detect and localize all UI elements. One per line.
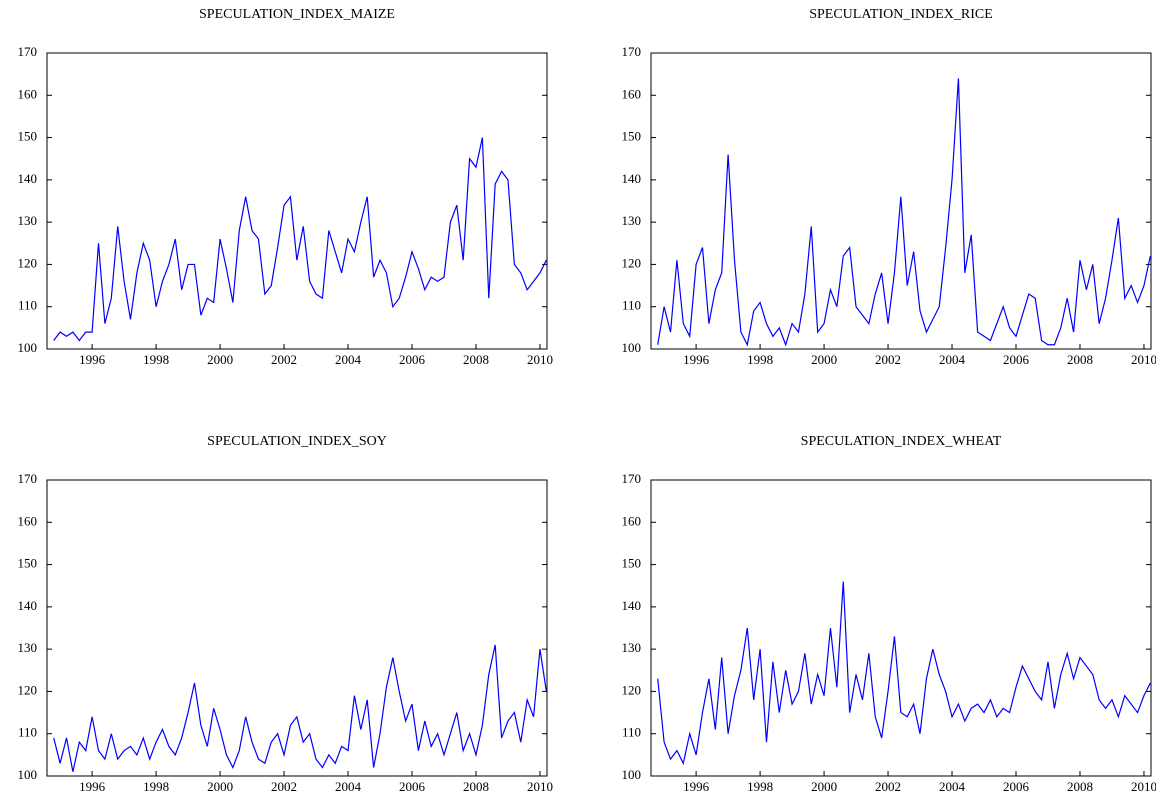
y-tick-label: 160 [18,86,38,101]
y-tick-label: 130 [18,640,38,655]
x-tick-label: 1996 [683,352,710,367]
chart-title: SPECULATION_INDEX_RICE [809,7,993,22]
x-tick-label: 1998 [143,352,169,367]
y-tick-label: 150 [18,129,38,144]
y-tick-label: 140 [622,598,642,613]
chart-title: SPECULATION_INDEX_MAIZE [199,7,395,22]
y-tick-label: 130 [622,213,642,228]
x-tick-label: 2010 [1131,779,1156,794]
y-tick-label: 160 [622,513,642,528]
y-tick-label: 110 [18,725,37,740]
y-tick-label: 100 [18,767,38,782]
y-tick-label: 170 [18,44,38,59]
x-tick-label: 2006 [399,779,426,794]
x-tick-label: 2004 [939,779,966,794]
x-tick-label: 2008 [1067,779,1093,794]
y-tick-label: 110 [18,298,37,313]
x-tick-label: 2002 [271,352,297,367]
x-tick-label: 2004 [939,352,966,367]
x-tick-label: 1996 [79,779,106,794]
y-tick-label: 130 [18,213,38,228]
x-tick-label: 1998 [143,779,169,794]
plot-frame [650,479,1152,777]
x-tick-label: 2004 [335,352,362,367]
x-tick-label: 1996 [79,352,106,367]
y-tick-label: 170 [18,471,38,486]
y-tick-label: 120 [622,255,642,270]
y-tick-label: 140 [622,171,642,186]
y-tick-label: 100 [622,340,642,355]
y-tick-label: 130 [622,640,642,655]
y-tick-label: 120 [18,682,38,697]
y-tick-label: 170 [622,44,642,59]
x-tick-label: 2008 [463,352,489,367]
y-tick-label: 120 [622,682,642,697]
y-tick-label: 170 [622,471,642,486]
series-line [53,137,547,342]
x-tick-label: 2002 [271,779,297,794]
y-tick-label: 160 [18,513,38,528]
y-tick-label: 140 [18,598,38,613]
series-line [657,581,1151,766]
x-tick-label: 2000 [207,779,233,794]
x-tick-label: 2002 [875,352,901,367]
chart-title: SPECULATION_INDEX_WHEAT [801,434,1002,449]
chart-title: SPECULATION_INDEX_SOY [207,434,387,449]
x-tick-label: 2006 [1003,779,1030,794]
y-tick-label: 100 [622,767,642,782]
x-tick-label: 2010 [527,352,553,367]
y-tick-label: 150 [622,556,642,571]
x-tick-label: 2010 [527,779,553,794]
y-tick-label: 150 [622,129,642,144]
y-tick-label: 110 [622,725,641,740]
y-tick-label: 150 [18,556,38,571]
y-tick-label: 140 [18,171,38,186]
x-tick-label: 2008 [463,779,489,794]
x-tick-label: 1996 [683,779,710,794]
y-tick-label: 120 [18,255,38,270]
x-tick-label: 2006 [1003,352,1030,367]
series-line [657,78,1151,347]
x-tick-label: 2000 [207,352,233,367]
x-tick-label: 1998 [747,779,773,794]
x-tick-label: 2000 [811,779,837,794]
x-tick-label: 2006 [399,352,426,367]
plot-frame [46,52,548,350]
series-line [53,644,547,772]
y-tick-label: 110 [622,298,641,313]
x-tick-label: 2002 [875,779,901,794]
y-tick-label: 160 [622,86,642,101]
y-tick-label: 100 [18,340,38,355]
x-tick-label: 1998 [747,352,773,367]
plot-frame [650,52,1152,350]
x-tick-label: 2010 [1131,352,1156,367]
x-tick-label: 2008 [1067,352,1093,367]
x-tick-label: 2000 [811,352,837,367]
x-tick-label: 2004 [335,779,362,794]
plot-frame [46,479,548,777]
